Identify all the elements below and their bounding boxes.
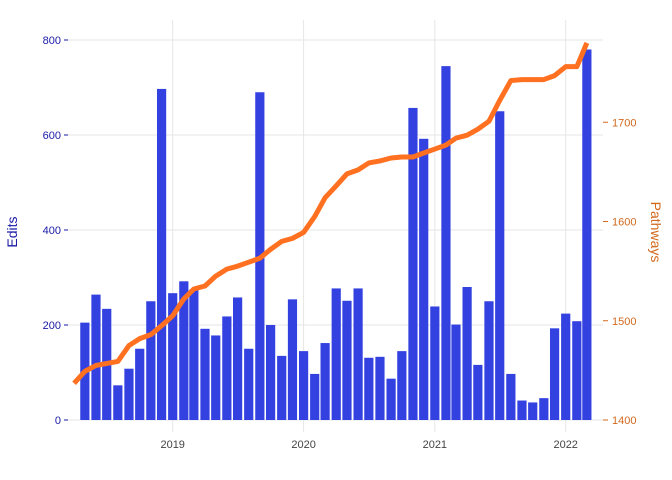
right-tick-label: 1400 [612,415,636,427]
left-tick-label: 600 [43,130,61,142]
left-tick-label: 800 [43,35,61,47]
bar [189,289,199,420]
right-tick-label: 1700 [612,117,636,129]
bar [135,348,145,420]
bar [473,364,483,420]
bar [375,356,385,420]
bar [222,316,232,420]
bar [287,299,298,420]
right-axis-title: Pathways [648,202,664,263]
bar [353,288,363,420]
bar [441,66,451,420]
bar [320,343,330,420]
bar [277,355,287,420]
x-tick-label: 2020 [291,439,315,451]
bar [528,402,538,420]
bar [408,107,418,421]
bar [582,49,592,420]
bar [156,88,167,421]
bar [549,328,560,420]
left-tick-label: 200 [43,320,61,332]
left-tick-label: 0 [55,415,61,427]
right-tick-label: 1500 [612,316,636,328]
bar [495,111,505,420]
bar [397,351,407,420]
bar [506,373,516,420]
pathways-line [72,41,590,385]
bar [113,385,123,420]
bar [430,306,440,420]
bar [298,351,309,420]
bar [331,288,341,420]
pathways-line-layer [72,41,590,385]
bar [91,294,101,420]
bar [561,313,571,420]
bar [462,287,472,420]
bar [342,300,352,420]
left-axis-title: Edits [4,216,20,247]
bar [168,293,178,420]
bar [572,321,582,420]
bar [484,301,494,420]
x-tick-label: 2021 [423,439,447,451]
bar [124,368,134,420]
bar [539,398,549,420]
left-tick-label: 400 [43,225,61,237]
x-tick-label: 2022 [553,439,577,451]
x-tick-label: 2019 [160,439,184,451]
bar [200,328,210,420]
bar [244,348,254,420]
left-axis: 0 200 400 600 800 [43,35,68,427]
bar [265,325,276,420]
right-axis: 1400 1500 1600 1700 [603,117,636,427]
bar [233,297,243,420]
bar [211,335,221,420]
x-axis: 2019 2020 2021 2022 [160,439,577,451]
bar [451,324,461,420]
bar [179,281,189,420]
bar [419,138,429,421]
bar [386,378,396,420]
bar [517,400,527,420]
bar [146,301,156,420]
bar [364,357,374,420]
right-tick-label: 1600 [612,217,636,229]
bar [310,373,320,420]
edits-bars [80,49,592,421]
